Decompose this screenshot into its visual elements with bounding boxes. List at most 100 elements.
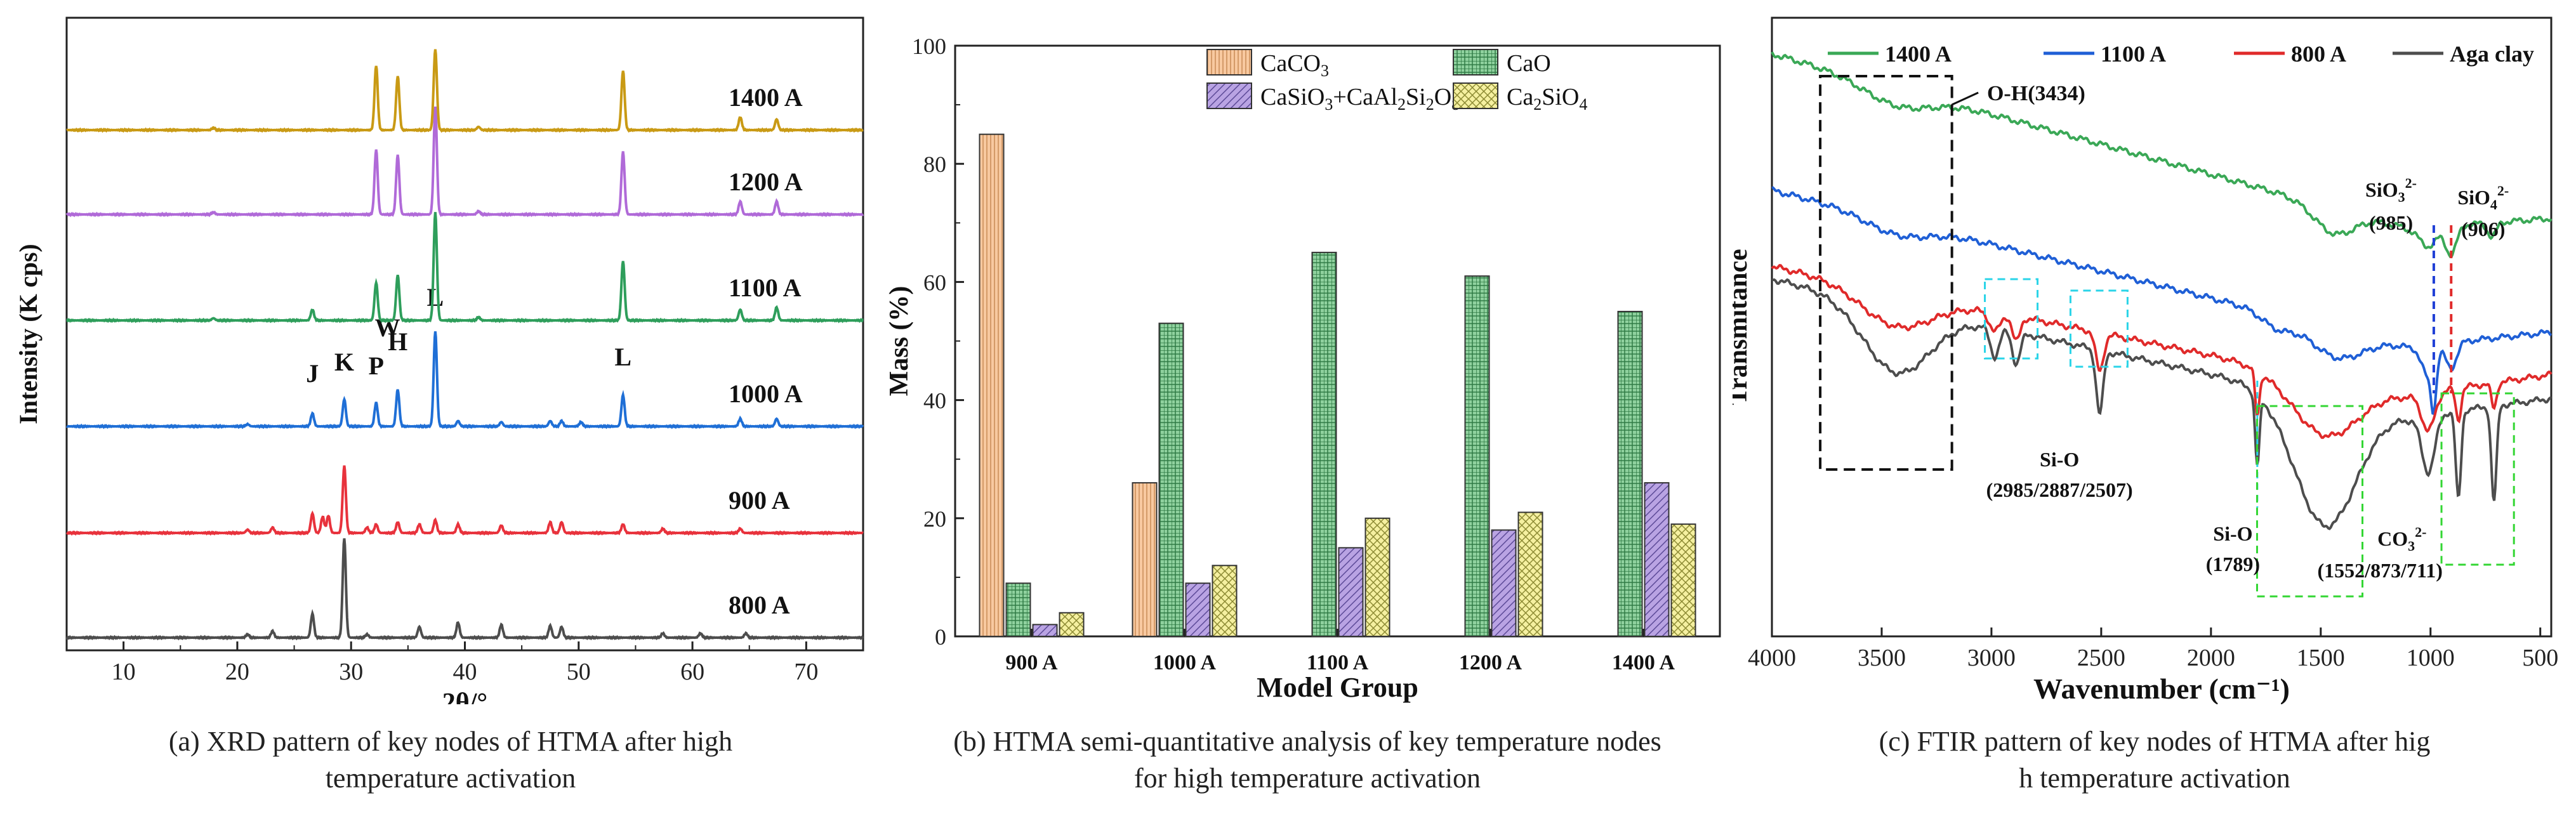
caption-c-line1: (c) FTIR pattern of key nodes of HTMA af… [1879, 726, 2431, 757]
bar [1364, 517, 1390, 637]
y-axis-title: Mass (%) [885, 286, 914, 397]
annotation-sio3-value: (985) [2369, 211, 2413, 234]
bar [1644, 482, 1670, 637]
bar [1670, 523, 1696, 637]
legend-label: CaSiO3+CaAl2Si2O8 [1260, 84, 1460, 114]
x-tick-label: 4000 [1748, 645, 1796, 671]
peak-label: H [388, 327, 407, 356]
y-tick-label: 20 [923, 506, 946, 532]
x-tick-label: 1000 [2407, 645, 2455, 671]
bar [1158, 322, 1184, 637]
xrd-chart: 10 20 30 40 50 60 70 2θ/° Intensity (K cps) 800 A… [14, 16, 864, 704]
x-tick-label: 1000 A [1153, 651, 1217, 674]
bar [1617, 310, 1643, 637]
y-axis-title: Intensity (K cps) [14, 244, 43, 424]
legend-label: CaO [1507, 50, 1551, 77]
bar [1032, 624, 1058, 638]
peak-label: J [306, 359, 319, 388]
bar [1059, 612, 1085, 638]
bar-chart: 0 20 40 60 80 100 Mass (%) Model Group 900 A 1000… [885, 34, 1721, 703]
peak-label: K [334, 348, 354, 376]
y-tick-label: 60 [923, 270, 946, 295]
series-label: 800 A [729, 591, 790, 619]
annotation-co3: CO32- [2377, 524, 2426, 554]
series-label: 1400 A [729, 83, 803, 112]
caption-c-line2: h temperature activation [2019, 763, 2290, 794]
x-axis-title: Wavenumber (cm⁻¹) [2033, 673, 2290, 704]
x-tick-label: 3500 [1858, 645, 1906, 671]
x-tick-label: 1200 A [1459, 651, 1522, 674]
annotation-sio4: SiO42- [2457, 183, 2509, 213]
legend-swatch [1453, 49, 1498, 76]
annotation-sio: Si-O [2040, 448, 2079, 471]
bar [1185, 582, 1211, 638]
x-tick-label: 900 A [1005, 651, 1058, 674]
oh-highlight-box [1819, 75, 1953, 471]
bar [979, 133, 1005, 637]
x-tick-label: 60 [680, 659, 704, 685]
annotation-oh: O-H(3434) [1987, 82, 2085, 105]
x-tick-label: 1400 A [1612, 651, 1675, 674]
legend-swatch [1206, 49, 1252, 76]
annotation-co3-values: (1552/873/711) [2318, 559, 2443, 582]
x-tick-label: 70 [794, 659, 818, 685]
caption-b-line1: (b) HTMA semi-quantitative analysis of k… [953, 726, 1661, 757]
bar [1311, 251, 1337, 638]
peak-label: L [427, 283, 444, 312]
x-tick-label: 1500 [2297, 645, 2345, 671]
x-tick-label: 50 [567, 659, 591, 685]
series-label: 1000 A [729, 379, 803, 408]
ftir-series-line [1771, 278, 2552, 530]
caption-a-line2: temperature activation [325, 763, 576, 794]
xrd-series-line [65, 538, 864, 641]
annotation-sio2-value: (1789) [2206, 553, 2260, 575]
annotation-sio2: Si-O [2213, 522, 2252, 545]
legend-label: CaCO3 [1260, 50, 1329, 80]
legend-swatch [1453, 82, 1498, 109]
bar [1464, 275, 1490, 637]
x-tick-label: 2000 [2187, 645, 2235, 671]
peak-label: P [368, 351, 383, 380]
bar [1491, 529, 1517, 637]
annotation-sio3: SiO32- [2365, 175, 2417, 205]
x-tick-label: 1100 A [1307, 651, 1369, 674]
caption-a-line1: (a) XRD pattern of key nodes of HTMA aft… [168, 726, 733, 757]
ftir-chart: 4000 3500 3000 2500 2000 1500 1000 500 Wavenumbe… [1733, 16, 2558, 704]
legend-label: Aga clay [2450, 41, 2534, 67]
series-label: 900 A [729, 486, 790, 515]
xrd-series-line [65, 331, 864, 430]
legend-label: Ca2SiO4 [1507, 84, 1587, 114]
co3-box-1 [2256, 405, 2364, 598]
x-tick-label: 30 [339, 659, 363, 685]
ftir-series-line [1771, 264, 2553, 439]
caption-a: (a) XRD pattern of key nodes of HTMA aft… [25, 723, 876, 797]
xrd-series-line [65, 106, 864, 218]
x-tick-label: 2500 [2077, 645, 2125, 671]
x-axis-title: 2θ/° [442, 688, 487, 704]
legend-label: 1100 A [2101, 41, 2166, 67]
x-tick-label: 40 [453, 659, 477, 685]
xrd-series-line [66, 49, 864, 133]
co3-box-2 [2440, 392, 2515, 566]
plot-frame [65, 16, 864, 652]
ftir-series-line [1771, 186, 2552, 416]
legend-swatch [1206, 82, 1252, 109]
peak-label: L [614, 343, 631, 371]
bar [1212, 565, 1238, 638]
y-tick-label: 40 [923, 388, 946, 414]
annotation-sio4-value: (906) [2461, 218, 2505, 240]
y-tick-label: 80 [923, 152, 946, 177]
xrd-series-line [66, 212, 864, 324]
ftir-series-line [1771, 51, 2553, 259]
caption-b: (b) HTMA semi-quantitative analysis of k… [888, 723, 1726, 797]
legend-label: 1400 A [1885, 41, 1952, 67]
x-tick-label: 3000 [1967, 645, 2016, 671]
legend-label: 800 A [2291, 41, 2346, 67]
bar [1517, 511, 1543, 637]
x-axis-title: Model Group [1257, 672, 1418, 703]
y-axis-title: Transmitance [1733, 249, 1753, 405]
series-label: 1200 A [729, 167, 803, 196]
xrd-series-line [66, 465, 864, 536]
y-tick-label: 100 [912, 34, 946, 59]
